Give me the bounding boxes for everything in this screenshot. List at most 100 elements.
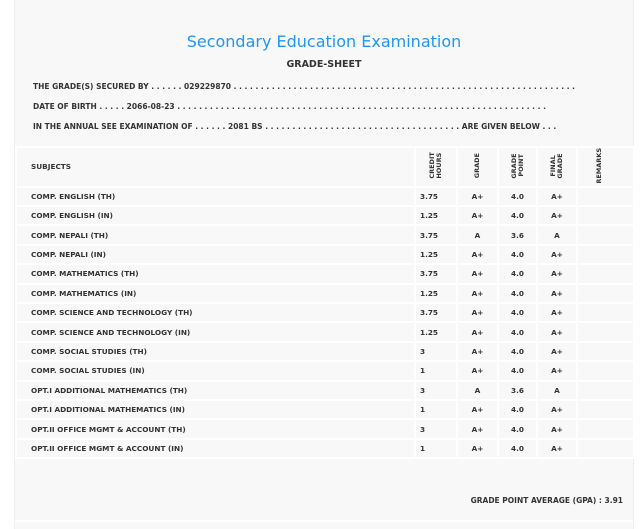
final-grade-cell: A+: [536, 185, 578, 208]
grade-cell: A+: [456, 437, 499, 460]
subject-cell: COMP. SCIENCE AND TECHNOLOGY (TH): [15, 301, 416, 324]
credit-hours-cell: 1: [414, 398, 458, 421]
credit-hours-cell: 1: [414, 360, 458, 382]
subject-cell: OPT.II OFFICE MGMT & ACCOUNT (TH): [15, 418, 416, 440]
remarks-cell: [576, 379, 635, 401]
remarks-cell: [576, 360, 635, 382]
grade-cell: A+: [456, 301, 499, 324]
header-remarks-label: REMARKS: [595, 148, 603, 184]
subject-cell: OPT.II OFFICE MGMT & ACCOUNT (IN): [15, 437, 416, 460]
grade-point-cell: 4.0: [497, 205, 538, 227]
header-grade-point: GRADE POINT: [497, 146, 538, 188]
table-row: COMP. SCIENCE AND TECHNOLOGY (TH) 3.75 A+ 4…: [15, 301, 635, 324]
final-grade-cell: A+: [536, 321, 578, 343]
dob-line: DATE OF BIRTH . . . . . 2066-08-23 . . .…: [33, 102, 546, 111]
credit-hours-cell: 3.75: [414, 185, 458, 208]
remarks-cell: [576, 398, 635, 421]
subject-cell: COMP. SCIENCE AND TECHNOLOGY (IN): [15, 321, 416, 343]
final-grade-cell: A+: [536, 205, 578, 227]
grade-cell: A+: [456, 263, 499, 285]
table-row: OPT.II OFFICE MGMT & ACCOUNT (IN) 1 A+ 4.0 A…: [15, 437, 635, 460]
table-row: OPT.I ADDITIONAL MATHEMATICS (TH) 3 A 3.6 A: [15, 379, 635, 401]
subject-cell: COMP. NEPALI (TH): [15, 224, 416, 246]
final-grade-cell: A+: [536, 340, 578, 363]
grades-table: SUBJECTS CREDIT HOURS GRADE GRADE POINT …: [15, 146, 635, 460]
grade-cell: A: [456, 379, 499, 401]
table-header-row: SUBJECTS CREDIT HOURS GRADE GRADE POINT …: [15, 146, 635, 188]
table-row: COMP. NEPALI (IN) 1.25 A+ 4.0 A+: [15, 243, 635, 266]
grade-point-cell: 4.0: [497, 185, 538, 208]
subject-cell: COMP. NEPALI (IN): [15, 243, 416, 266]
credit-hours-cell: 3: [414, 379, 458, 401]
header-remarks: REMARKS: [576, 146, 635, 188]
remarks-cell: [576, 301, 635, 324]
remarks-cell: [576, 205, 635, 227]
grade-point-cell: 3.6: [497, 224, 538, 246]
grade-cell: A+: [456, 360, 499, 382]
header-grade: GRADE: [456, 146, 499, 188]
remarks-cell: [576, 185, 635, 208]
credit-hours-cell: 1: [414, 437, 458, 460]
divider: [15, 520, 633, 522]
grade-cell: A+: [456, 282, 499, 305]
grade-cell: A+: [456, 185, 499, 208]
header-final-label: FINAL GRADE: [549, 153, 564, 179]
secured-by-line: THE GRADE(S) SECURED BY . . . . . . 0292…: [33, 82, 576, 91]
header-credit-label: CREDIT HOURS: [428, 152, 443, 180]
grade-cell: A: [456, 224, 499, 246]
remarks-cell: [576, 263, 635, 285]
header-final-grade: FINAL GRADE: [536, 146, 578, 188]
subject-cell: COMP. ENGLISH (IN): [15, 205, 416, 227]
grade-point-cell: 3.6: [497, 379, 538, 401]
grade-point-cell: 4.0: [497, 398, 538, 421]
grade-point-cell: 4.0: [497, 418, 538, 440]
header-credit-hours: CREDIT HOURS: [414, 146, 458, 188]
credit-hours-cell: 1.25: [414, 243, 458, 266]
final-grade-cell: A+: [536, 437, 578, 460]
table-row: OPT.II OFFICE MGMT & ACCOUNT (TH) 3 A+ 4.0 A…: [15, 418, 635, 440]
grade-cell: A+: [456, 321, 499, 343]
credit-hours-cell: 3.75: [414, 263, 458, 285]
page-subtitle: GRADE-SHEET: [286, 59, 362, 70]
final-grade-cell: A+: [536, 398, 578, 421]
grade-point-cell: 4.0: [497, 243, 538, 266]
table-row: COMP. ENGLISH (IN) 1.25 A+ 4.0 A+: [15, 205, 635, 227]
grade-point-cell: 4.0: [497, 301, 538, 324]
table-row: OPT.I ADDITIONAL MATHEMATICS (IN) 1 A+ 4.0 A…: [15, 398, 635, 421]
credit-hours-cell: 3.75: [414, 224, 458, 246]
header-subjects: SUBJECTS: [15, 146, 416, 188]
remarks-cell: [576, 340, 635, 363]
subject-cell: COMP. SOCIAL STUDIES (TH): [15, 340, 416, 363]
remarks-cell: [576, 418, 635, 440]
subject-cell: COMP. MATHEMATICS (TH): [15, 263, 416, 285]
table-row: COMP. ENGLISH (TH) 3.75 A+ 4.0 A+: [15, 185, 635, 208]
header-point-label: GRADE POINT: [509, 153, 525, 179]
header-grade-label: GRADE: [473, 153, 481, 179]
exam-line: IN THE ANNUAL SEE EXAMINATION OF . . . .…: [33, 122, 557, 131]
table-row: COMP. MATHEMATICS (TH) 3.75 A+ 4.0 A+: [15, 263, 635, 285]
grade-cell: A+: [456, 398, 499, 421]
table-row: COMP. MATHEMATICS (IN) 1.25 A+ 4.0 A+: [15, 282, 635, 305]
subject-cell: COMP. ENGLISH (TH): [15, 185, 416, 208]
grade-point-cell: 4.0: [497, 340, 538, 363]
final-grade-cell: A+: [536, 282, 578, 305]
credit-hours-cell: 3: [414, 418, 458, 440]
page-title: Secondary Education Examination: [186, 32, 462, 51]
remarks-cell: [576, 282, 635, 305]
grade-cell: A+: [456, 418, 499, 440]
gpa-summary: GRADE POINT AVERAGE (GPA) : 3.91: [470, 496, 623, 505]
grade-point-cell: 4.0: [497, 437, 538, 460]
final-grade-cell: A+: [536, 418, 578, 440]
grade-point-cell: 4.0: [497, 263, 538, 285]
subject-cell: OPT.I ADDITIONAL MATHEMATICS (TH): [15, 379, 416, 401]
subject-cell: COMP. MATHEMATICS (IN): [15, 282, 416, 305]
final-grade-cell: A+: [536, 301, 578, 324]
remarks-cell: [576, 224, 635, 246]
remarks-cell: [576, 243, 635, 266]
final-grade-cell: A: [536, 379, 578, 401]
remarks-cell: [576, 321, 635, 343]
credit-hours-cell: 1.25: [414, 282, 458, 305]
credit-hours-cell: 3.75: [414, 301, 458, 324]
table-row: COMP. SCIENCE AND TECHNOLOGY (IN) 1.25 A+ 4…: [15, 321, 635, 343]
credit-hours-cell: 1.25: [414, 205, 458, 227]
